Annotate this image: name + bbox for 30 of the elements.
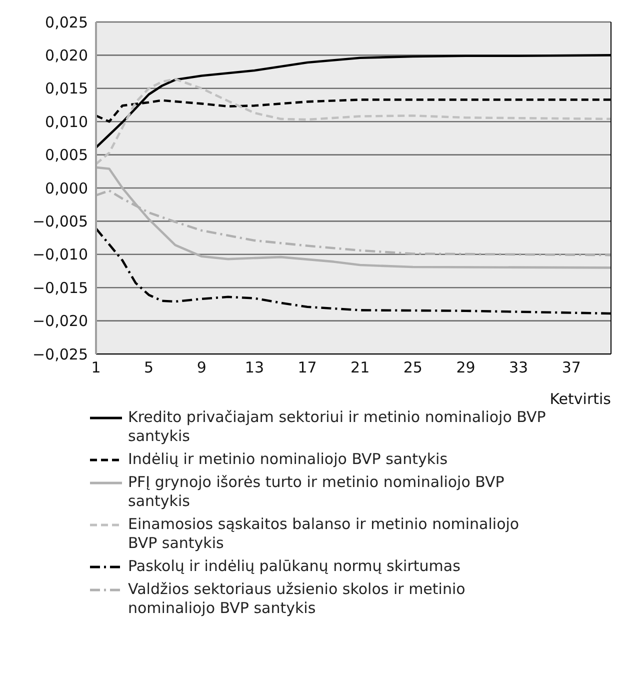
y-tick-label: −0,005: [32, 212, 88, 231]
y-tick-label: 0,020: [45, 46, 88, 65]
y-tick-label: 0,015: [45, 80, 88, 98]
y-tick-label: −0,015: [32, 278, 88, 297]
y-tick-label: −0,010: [32, 246, 88, 264]
legend-label: Paskolų ir indėlių palūkanų normų skirtumas: [128, 557, 460, 576]
x-tick-label: 17: [298, 358, 317, 377]
y-tick-label: 0,000: [45, 179, 88, 198]
y-tick-label: −0,025: [32, 345, 88, 364]
x-tick-label: 29: [456, 358, 476, 377]
x-tick-label: 13: [244, 358, 264, 377]
x-tick-label: 21: [350, 358, 370, 377]
y-tick-label: 0,005: [45, 146, 88, 164]
line-series: [96, 166, 611, 269]
line-series: [96, 78, 611, 166]
legend-label: Valdžios sektoriaus užsienio skolos ir metinio nominaliojo BVP santykis: [128, 580, 466, 618]
x-tick-label: 1: [91, 358, 101, 377]
legend-label: Einamosios sąskaitos balanso ir metinio nominaliojo BVP santykis: [128, 515, 520, 553]
x-tick-label: 37: [562, 358, 581, 377]
x-tick-label: 5: [144, 358, 154, 377]
legend-label: PFĮ grynojo išorės turto ir metinio nominaliojo BVP santykis: [128, 473, 506, 511]
legend-label: Indėlių ir metinio nominaliojo BVP santykis: [128, 450, 448, 469]
y-tick-label: 0,010: [45, 112, 88, 131]
legend-label: Kredito privačiajam sektoriui ir metinio nominaliojo BVP santykis: [128, 408, 547, 446]
x-tick-label: 9: [196, 358, 206, 377]
x-tick-label: 25: [403, 358, 422, 377]
y-tick-label: 0,025: [45, 13, 88, 32]
x-axis-title: Ketvirtis: [550, 390, 612, 408]
y-tick-label: −0,020: [32, 312, 88, 330]
x-tick-label: 33: [509, 358, 528, 377]
